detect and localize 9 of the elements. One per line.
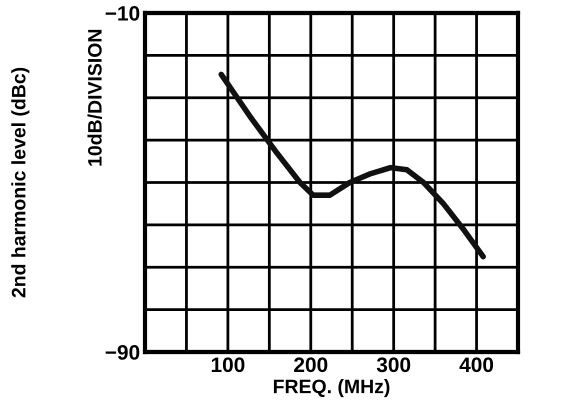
x-tick-label: 300 <box>376 357 410 372</box>
x-tick-label: 400 <box>459 357 494 372</box>
text: 10dB/DIVISION <box>87 30 102 166</box>
y-axis-title: 2nd harmonic level (dBc) <box>11 68 30 298</box>
x-tick-label: 200 <box>294 357 328 372</box>
y-tick-label: −10 <box>106 6 140 21</box>
x-tick-label: 100 <box>212 357 244 372</box>
y-tick-label: −90 <box>106 345 140 360</box>
x-axis-title: FREQ. (MHz) <box>274 379 390 398</box>
